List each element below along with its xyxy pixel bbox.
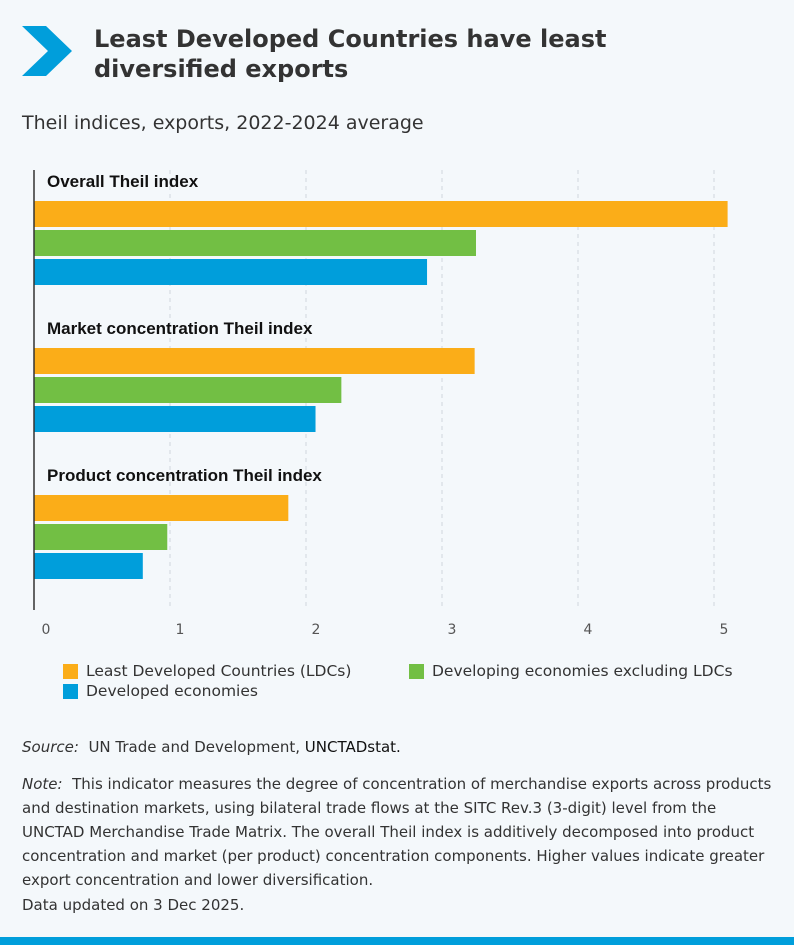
bar-3-3[interactable]	[34, 553, 143, 579]
legend-label: Least Developed Countries (LDCs)	[86, 662, 352, 680]
unctadstat-link[interactable]: UNCTADstat.	[304, 738, 401, 756]
legend-label: Developing economies excluding LDCs	[432, 662, 733, 680]
chart-title: Least Developed Countries have least div…	[94, 25, 607, 83]
bar-chart: Overall Theil index Market concentration …	[33, 170, 729, 638]
bar-2-3[interactable]	[34, 406, 316, 432]
bar-3-1[interactable]	[34, 495, 289, 521]
legend-item[interactable]: Least Developed Countries (LDCs)	[63, 662, 351, 680]
legend-swatch	[409, 663, 424, 679]
footer-bar	[0, 937, 794, 945]
bar-1-2[interactable]	[34, 230, 476, 256]
x-tick-label: 1	[176, 622, 185, 638]
legend-swatch	[63, 683, 78, 699]
bar-2-1[interactable]	[34, 348, 475, 374]
bar-2-2[interactable]	[34, 377, 342, 403]
x-tick-label: 2	[312, 622, 321, 638]
category-label: Market concentration Theil index	[47, 319, 313, 338]
chevron-right-icon	[22, 26, 72, 76]
x-tick-label: 4	[584, 622, 593, 638]
x-tick-label: 3	[448, 622, 457, 638]
note: Note: This indicator measures the degree…	[22, 772, 782, 892]
chart-subtitle: Theil indices, exports, 2022-2024 averag…	[22, 112, 424, 134]
source-text: UN Trade and Development,	[88, 738, 300, 756]
legend-item[interactable]: Developed economies	[63, 682, 258, 700]
category-label: Product concentration Theil index	[47, 466, 322, 485]
source-label: Source:	[22, 738, 79, 756]
source-line: Source: UN Trade and Development, UNCTAD…	[22, 738, 401, 756]
category-label: Overall Theil index	[47, 172, 199, 191]
legend-label: Developed economies	[86, 682, 258, 700]
note-label: Note:	[22, 775, 63, 793]
bar-1-3[interactable]	[34, 259, 428, 285]
legend-item[interactable]: Developing economies excluding LDCs	[409, 662, 733, 680]
data-updated: Data updated on 3 Dec 2025.	[22, 896, 245, 914]
note-text: This indicator measures the degree of co…	[22, 775, 772, 889]
bar-1-1[interactable]	[34, 201, 728, 227]
legend-swatch	[63, 663, 78, 679]
x-tick-label: 0	[42, 622, 51, 638]
x-tick-label: 5	[720, 622, 729, 638]
bar-3-2[interactable]	[34, 524, 168, 550]
